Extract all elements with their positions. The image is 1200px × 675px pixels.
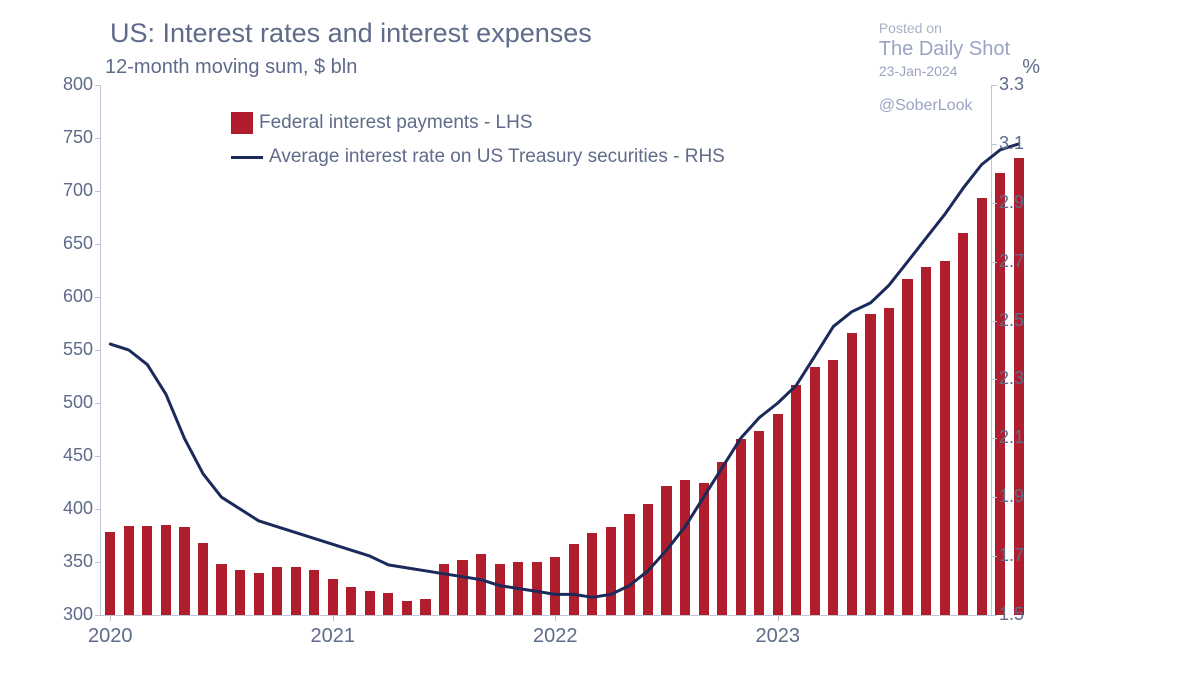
y-right-tick-label: 1.7 [991,545,1049,566]
y-right-tick-label: 2.7 [991,251,1049,272]
y-left-tick-label: 750 [33,127,101,148]
watermark-line1: Posted on [879,20,1010,36]
y-left-tick-label: 600 [33,286,101,307]
y-right-tick-label: 2.3 [991,368,1049,389]
y-right-tick-label: 2.9 [991,192,1049,213]
chart-title: US: Interest rates and interest expenses [110,18,592,49]
y-right-tick-label: 2.5 [991,310,1049,331]
y-left-tick-label: 700 [33,180,101,201]
y-left-tick-label: 400 [33,498,101,519]
y-left-tick-label: 550 [33,339,101,360]
chart-subtitle: 12-month moving sum, $ bln [105,56,357,79]
y-left-tick-label: 500 [33,392,101,413]
line-layer [101,85,991,615]
watermark-line2: The Daily Shot [879,38,1010,61]
y-left-tick-label: 800 [33,74,101,95]
y-right-tick-label: 3.1 [991,133,1049,154]
y-right-tick-label: 1.9 [991,486,1049,507]
y-left-tick-label: 350 [33,551,101,572]
chart-container: US: Interest rates and interest expenses… [0,0,1200,675]
y-right-tick-label: 3.3 [991,74,1049,95]
y-left-tick-label: 450 [33,445,101,466]
y-right-tick-label: 2.1 [991,427,1049,448]
y-left-tick-label: 650 [33,233,101,254]
line-series [110,144,1019,597]
y-right-tick-label: 1.5 [991,604,1049,625]
plot-area: Federal interest payments - LHS Average … [100,85,992,616]
